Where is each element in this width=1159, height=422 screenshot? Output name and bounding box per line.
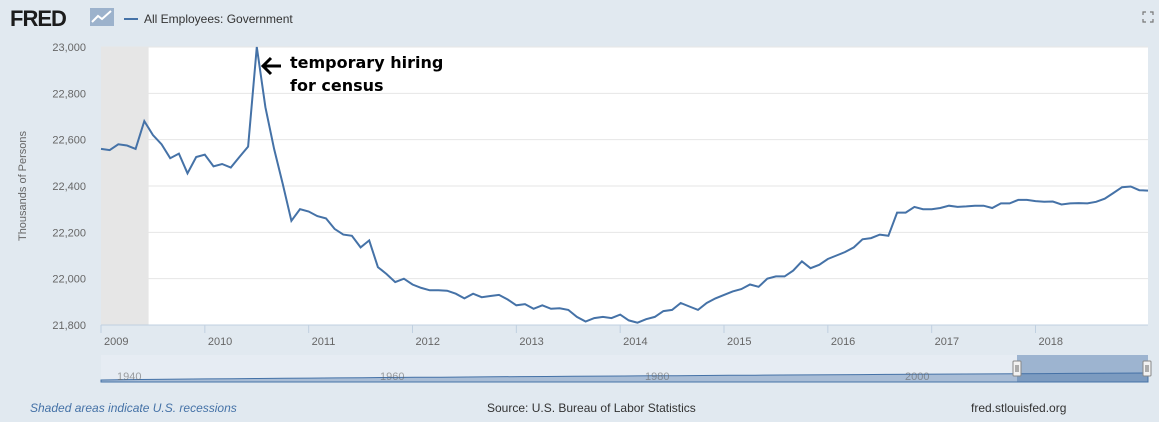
annotation-line-2: for census — [290, 76, 384, 95]
y-axis-label: Thousands of Persons — [17, 130, 29, 241]
range-navigator[interactable]: 1940 1960 1980 2000 — [100, 355, 1152, 383]
recession-note[interactable]: Shaded areas indicate U.S. recessions — [30, 401, 237, 415]
x-tick-label: 2014 — [623, 336, 647, 348]
navigator-tick-label: 1960 — [380, 371, 404, 383]
y-tick-label: 22,800 — [52, 88, 86, 100]
y-tick-label: 22,000 — [52, 274, 86, 286]
y-tick-label: 23,000 — [52, 42, 86, 54]
y-tick-label: 22,200 — [52, 227, 86, 239]
source-credit: Source: U.S. Bureau of Labor Statistics — [487, 401, 696, 415]
navigator-tick-label: 1940 — [117, 371, 141, 383]
y-gridlines — [101, 46, 1148, 326]
x-tick-label: 2013 — [519, 336, 543, 348]
x-tick-label: 2012 — [416, 336, 440, 348]
annotation: temporary hiring for census — [260, 53, 443, 95]
y-tick-labels: 23,000 22,800 22,600 22,400 22,200 22,000 21,8… — [52, 42, 86, 332]
navigator-selected-range[interactable] — [1017, 355, 1148, 382]
x-tick-labels: 2009 2010 2011 2012 2013 2014 2015 2016 2017 2018 — [100, 325, 1063, 348]
chart-header: FRED All Employees: Government — [0, 0, 1159, 40]
x-tick-label: 2009 — [104, 336, 128, 348]
annotation-line-1: temporary hiring — [290, 53, 443, 72]
site-url[interactable]: fred.stlouisfed.org — [971, 401, 1067, 415]
navigator-tick-label: 1980 — [645, 371, 669, 383]
legend-swatch — [124, 18, 138, 20]
line-chart: 23,000 22,800 22,600 22,400 22,200 22,000 21,8… — [17, 42, 1152, 383]
x-tick-label: 2018 — [1039, 336, 1063, 348]
x-tick-label: 2017 — [935, 336, 959, 348]
arrow-left-icon — [260, 56, 281, 76]
x-tick-label: 2016 — [831, 336, 855, 348]
x-tick-label: 2010 — [208, 336, 232, 348]
y-tick-label: 22,600 — [52, 135, 86, 147]
legend-series-label[interactable]: All Employees: Government — [144, 12, 293, 26]
navigator-handle-left[interactable] — [1012, 360, 1022, 377]
y-tick-label: 22,400 — [52, 181, 86, 193]
x-tick-label: 2011 — [312, 336, 336, 348]
navigator-tick-label: 2000 — [905, 371, 929, 383]
x-tick-label: 2015 — [727, 336, 751, 348]
series-line-all-employees-government[interactable] — [100, 46, 1149, 324]
line-graph-icon — [90, 8, 114, 26]
navigator-handle-right[interactable] — [1142, 360, 1152, 377]
y-tick-label: 21,800 — [52, 320, 86, 332]
expand-icon[interactable] — [1142, 11, 1154, 23]
navigator-tick-labels: 1940 1960 1980 2000 — [117, 371, 929, 383]
fred-logo[interactable]: FRED — [10, 6, 67, 31]
